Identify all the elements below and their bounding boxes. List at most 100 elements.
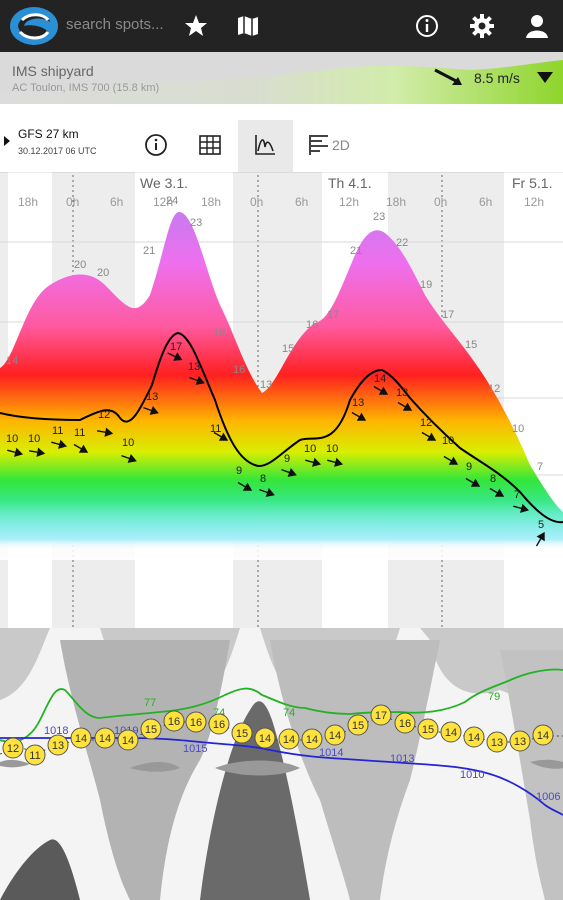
graph-view-icon[interactable] bbox=[253, 133, 277, 157]
wind-arrow-icon bbox=[259, 488, 275, 497]
temperature-dot-label: 15 bbox=[422, 724, 434, 736]
wind-label: 10 bbox=[122, 437, 134, 449]
pressure-label: 1006 bbox=[536, 791, 560, 803]
spot-subtitle: AC Toulon, IMS 700 (15.8 km) bbox=[12, 82, 160, 94]
hour-label: 12h bbox=[153, 195, 173, 209]
logo-icon[interactable] bbox=[8, 4, 60, 48]
gust-label: 15 bbox=[465, 339, 477, 351]
layers-2d-icon[interactable] bbox=[308, 133, 330, 157]
gust-label: 21 bbox=[350, 245, 362, 257]
temperature-dot-label: 16 bbox=[213, 719, 225, 731]
day-label: We 3.1. bbox=[140, 175, 188, 191]
wind-label: 10 bbox=[326, 443, 338, 455]
tab-2d-label[interactable]: 2D bbox=[332, 137, 350, 153]
wind-direction-arrows bbox=[7, 352, 545, 547]
wind-arrow-icon bbox=[189, 376, 205, 385]
gust-label: 23 bbox=[373, 211, 385, 223]
hour-label: 0h bbox=[250, 195, 263, 209]
hour-label: 6h bbox=[295, 195, 308, 209]
wind-label: 12 bbox=[420, 417, 432, 429]
temperature-dot-label: 14 bbox=[329, 730, 341, 742]
wind-arrow-icon bbox=[51, 439, 68, 449]
wind-label: 13 bbox=[396, 387, 408, 399]
wind-arrow-icon bbox=[237, 481, 253, 491]
wind-arrow-icon bbox=[167, 352, 183, 361]
table-view-icon[interactable] bbox=[198, 133, 222, 157]
temperature-dot-label: 14 bbox=[283, 734, 295, 746]
gust-label: 16 bbox=[306, 319, 318, 331]
wind-arrow-icon bbox=[535, 531, 545, 547]
hour-label: 6h bbox=[479, 195, 492, 209]
wind-label: 9 bbox=[236, 465, 242, 477]
wind-speed-line bbox=[0, 331, 563, 524]
gust-label: 17 bbox=[442, 309, 454, 321]
wind-label: 17 bbox=[170, 341, 182, 353]
info-icon[interactable] bbox=[144, 133, 168, 157]
temperature-dot-label: 14 bbox=[122, 735, 134, 747]
chevron-down-icon[interactable] bbox=[536, 70, 554, 84]
hour-label: 18h bbox=[201, 195, 221, 209]
wind-arrow-icon bbox=[281, 468, 297, 477]
wind-label: 10 bbox=[28, 433, 40, 445]
temperature-dot bbox=[509, 730, 531, 752]
wind-arrow-icon bbox=[28, 447, 46, 457]
gust-label: 15 bbox=[282, 343, 294, 355]
gust-label: 14 bbox=[6, 355, 18, 367]
wind-arrow-icon bbox=[7, 447, 24, 457]
temperature-dot bbox=[324, 724, 346, 746]
pressure-label: 1018 bbox=[44, 725, 68, 737]
temperature-dot-label: 14 bbox=[445, 727, 457, 739]
wind-label: 8 bbox=[490, 473, 496, 485]
forecast-toolbar: GFS 27 km 30.12.2017 06 UTC 2D bbox=[0, 104, 563, 173]
top-bar: search spots... bbox=[0, 0, 563, 52]
temperature-dot-label: 14 bbox=[537, 730, 549, 742]
chevron-right-icon[interactable] bbox=[2, 134, 12, 148]
search-input[interactable]: search spots... bbox=[66, 16, 164, 33]
wind-label: 11 bbox=[74, 427, 85, 439]
star-icon[interactable] bbox=[182, 12, 210, 40]
gust-label: 17 bbox=[327, 309, 339, 321]
gear-icon[interactable] bbox=[468, 12, 496, 40]
temperature-dots: 12 11 13 14 14 14 15 16 16 16 15 14 14 14 14 15 17 16 15 14… bbox=[2, 704, 554, 766]
pressure-label: 1010 bbox=[460, 769, 484, 781]
pressure-label: 1013 bbox=[390, 753, 414, 765]
wind-label: 10 bbox=[442, 435, 454, 447]
wind-direction-arrow-icon bbox=[434, 68, 462, 85]
spot-bar[interactable]: IMS shipyard AC Toulon, IMS 700 (15.8 km… bbox=[0, 52, 563, 104]
gust-labels: 14 20 20 24 23 21 18 16 13 15 16 17 21 2… bbox=[6, 195, 543, 473]
wind-label: 14 bbox=[374, 373, 386, 385]
wind-label: 9 bbox=[466, 461, 472, 473]
forecast-chart[interactable]: We 3.1. Th 4.1. Fr 5.1. 18h 0h 6h 12h 18… bbox=[0, 172, 563, 900]
wind-arrow-icon bbox=[513, 503, 530, 513]
gust-label: 16 bbox=[233, 364, 245, 376]
temperature-dot bbox=[417, 718, 439, 740]
wind-arrow-icon bbox=[143, 406, 159, 415]
temperature-dot bbox=[370, 704, 392, 726]
forecast-model[interactable]: GFS 27 km bbox=[18, 127, 79, 141]
wind-label: 11 bbox=[210, 423, 221, 435]
wind-arrow-icon bbox=[351, 411, 367, 421]
wind-label: 10 bbox=[6, 433, 18, 445]
temperature-dot-label: 15 bbox=[236, 728, 248, 740]
spot-wind-sparkline bbox=[0, 60, 563, 104]
wind-speed-value: 8.5 m/s bbox=[474, 70, 520, 86]
wind-arrow-icon bbox=[489, 487, 505, 497]
user-icon[interactable] bbox=[523, 12, 551, 40]
gust-label: 7 bbox=[537, 461, 543, 473]
hour-label: 18h bbox=[18, 195, 38, 209]
wind-arrow-icon bbox=[73, 443, 89, 453]
map-icon[interactable] bbox=[234, 12, 262, 40]
temperature-dot-label: 14 bbox=[306, 734, 318, 746]
temperature-dot bbox=[140, 718, 162, 740]
gust-label: 13 bbox=[260, 379, 272, 391]
info-icon[interactable] bbox=[413, 12, 441, 40]
wind-label: 13 bbox=[188, 361, 200, 373]
model-run-date: 30.12.2017 06 UTC bbox=[18, 146, 97, 156]
temperature-dot-label: 12 bbox=[7, 743, 19, 755]
temperature-dot-label: 14 bbox=[468, 732, 480, 744]
temperature-label: 74 bbox=[283, 707, 295, 719]
gust-label: 20 bbox=[74, 259, 86, 271]
hour-label: 6h bbox=[110, 195, 123, 209]
temperature-dot-label: 11 bbox=[29, 750, 40, 762]
wind-gust-area bbox=[0, 211, 563, 552]
